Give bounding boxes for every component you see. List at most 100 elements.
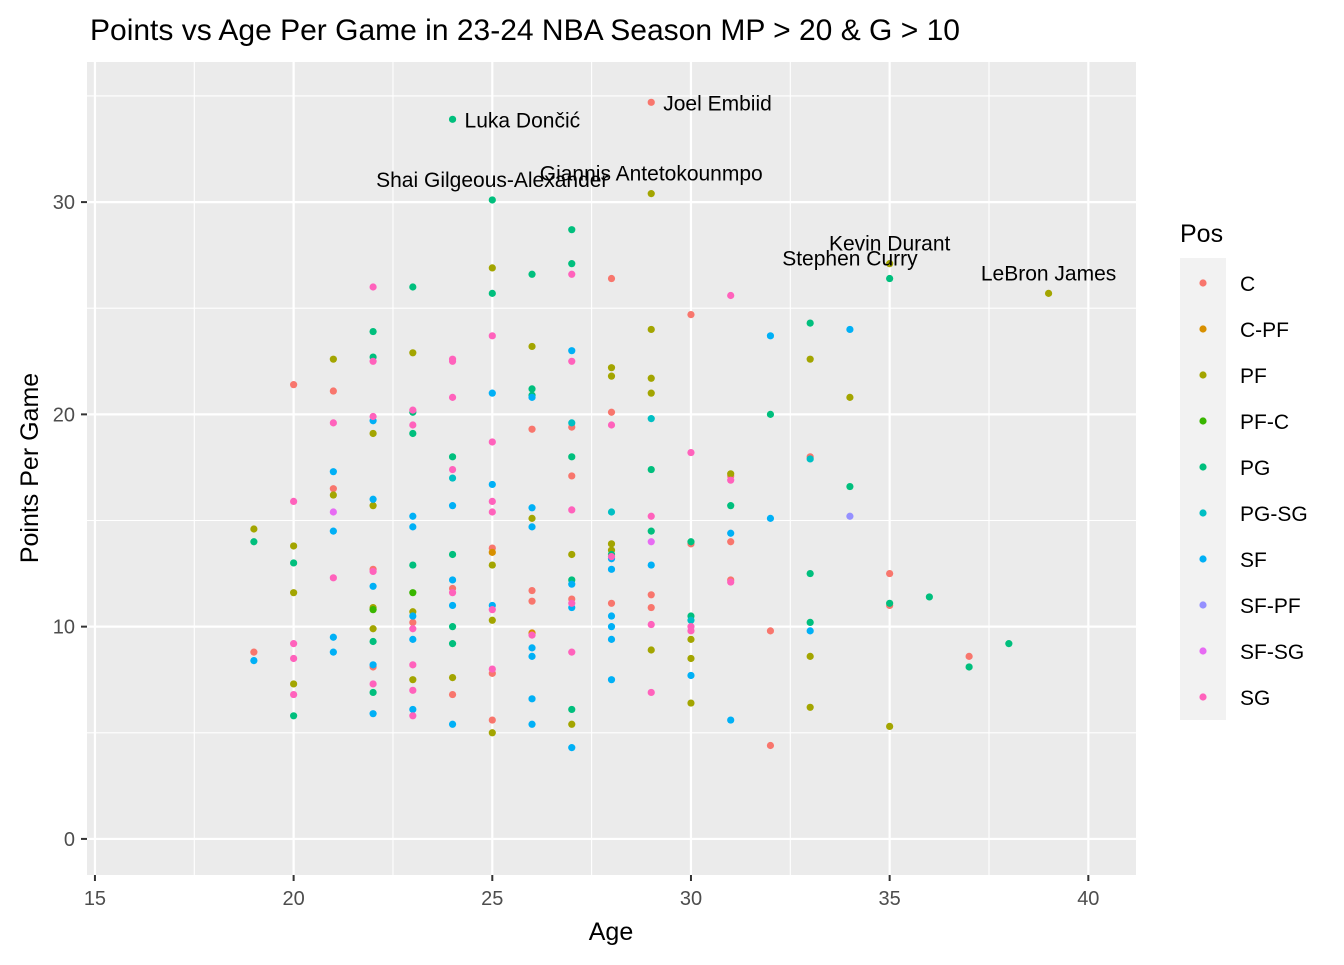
data-point: [806, 618, 814, 626]
data-point: [607, 372, 616, 380]
data-point: [568, 270, 576, 278]
data-point: [250, 525, 258, 533]
legend-label: SF: [1240, 549, 1267, 572]
legend-key: [1199, 325, 1207, 333]
legend-label: SF-SG: [1240, 641, 1304, 664]
data-point: [409, 618, 417, 626]
legend-key: [1199, 463, 1207, 471]
data-point: [488, 289, 496, 297]
legend-key: [1199, 509, 1207, 517]
data-point: [727, 538, 735, 546]
data-point: [886, 274, 894, 283]
data-point: [766, 741, 775, 750]
legend-label: PG: [1240, 457, 1270, 480]
data-point: [448, 720, 457, 728]
data-point: [687, 671, 695, 680]
data-point: [607, 623, 616, 631]
data-point: [806, 319, 814, 327]
data-point: [369, 495, 377, 503]
data-point: [448, 589, 457, 597]
data-point: [488, 438, 496, 446]
data-point: [647, 538, 655, 546]
data-point: [290, 542, 298, 550]
data-point: [647, 325, 655, 334]
data-point: [250, 648, 258, 656]
data-point: [528, 270, 536, 278]
data-point: [409, 661, 417, 669]
legend-key: [1199, 555, 1207, 563]
x-tick-label: 25: [481, 888, 503, 910]
data-point: [369, 680, 377, 688]
data-point: [448, 357, 457, 365]
data-point: [568, 260, 576, 268]
data-point: [409, 625, 417, 633]
legend-key: [1199, 601, 1207, 609]
data-point: [528, 342, 536, 351]
data-point: [448, 640, 457, 648]
y-axis-label: Points Per Game: [16, 373, 44, 563]
data-point: [568, 580, 576, 588]
data-point: [448, 465, 457, 474]
data-point: [448, 601, 457, 610]
data-point: [965, 663, 973, 671]
data-point: [1005, 640, 1013, 648]
data-point: [806, 627, 814, 635]
data-point: [409, 589, 417, 597]
data-point: [250, 538, 258, 546]
data-point: [568, 720, 576, 728]
data-point: [409, 429, 417, 438]
y-tick-label: 0: [64, 829, 75, 851]
data-point: [369, 661, 377, 669]
data-point: [488, 497, 496, 506]
data-point: [647, 415, 655, 423]
legend-label: PF-C: [1240, 411, 1289, 434]
data-point: [647, 512, 655, 520]
legend-label: SF-PF: [1240, 595, 1301, 618]
chart-title: Points vs Age Per Game in 23-24 NBA Seas…: [90, 14, 960, 47]
data-point: [687, 654, 695, 663]
player-annotation: LeBron James: [981, 262, 1116, 285]
data-point: [488, 480, 496, 489]
data-point: [647, 527, 655, 535]
legend-key: [1199, 417, 1207, 425]
x-axis-label: Age: [589, 918, 633, 946]
data-point: [647, 688, 655, 697]
data-point: [329, 633, 337, 641]
data-point: [727, 529, 735, 537]
data-point: [965, 652, 973, 660]
data-point: [250, 657, 258, 665]
data-point: [369, 710, 377, 718]
data-point: [488, 716, 496, 724]
data-point: [647, 465, 655, 474]
data-point: [369, 637, 377, 646]
player-annotation: Shai Gilgeous-Alexander: [376, 169, 608, 192]
data-point: [647, 374, 655, 382]
data-point: [329, 527, 337, 535]
legend-label: PF: [1240, 365, 1267, 388]
data-point: [409, 686, 417, 694]
data-point: [886, 599, 894, 607]
data-point: [448, 502, 457, 510]
legend-title: Pos: [1180, 220, 1223, 248]
data-point: [369, 567, 377, 576]
data-point: [488, 332, 496, 340]
data-point: [369, 688, 377, 697]
y-tick-label: 30: [53, 192, 75, 214]
series-pg-sg: [448, 415, 814, 624]
data-point: [647, 98, 655, 106]
data-point: [409, 283, 417, 291]
data-point: [607, 676, 616, 684]
data-point: [568, 599, 576, 607]
data-point: [409, 421, 417, 429]
player-annotation: Kevin Durant: [829, 233, 951, 256]
data-point: [369, 625, 377, 633]
data-point: [329, 491, 337, 499]
data-point: [409, 705, 417, 714]
data-point: [528, 695, 536, 703]
data-point: [488, 548, 496, 556]
data-point: [727, 578, 735, 586]
data-point: [290, 497, 298, 506]
legend-label: PG-SG: [1240, 503, 1308, 526]
